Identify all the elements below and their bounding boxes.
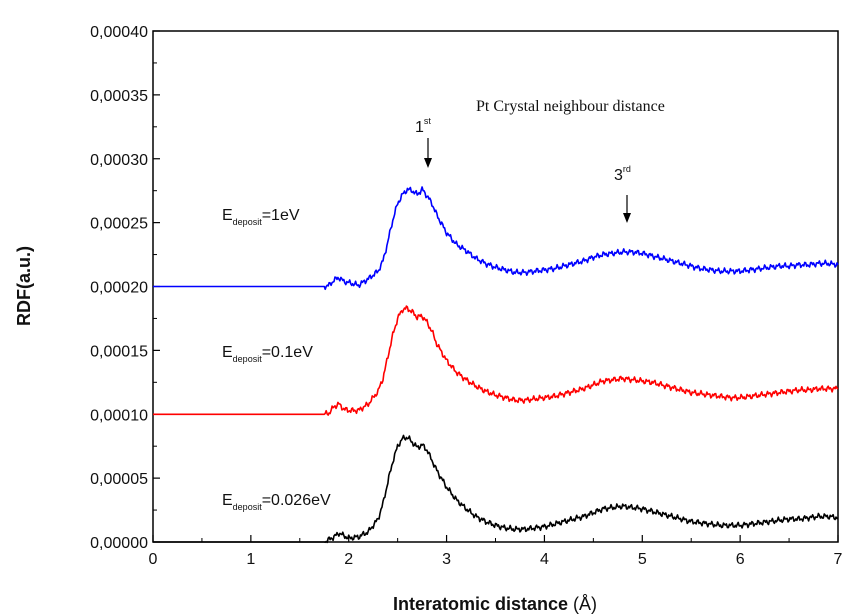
y-tick-label: 0,00015 <box>90 343 148 360</box>
y-tick-label: 0,00040 <box>90 24 148 41</box>
series-label-01ev-value: =0.1eV <box>262 344 313 361</box>
y-axis-title: RDF(a.u.) <box>14 246 34 326</box>
series-line-1 <box>153 305 839 416</box>
series-label-1ev: Edeposit=1eV <box>222 207 300 227</box>
third-neighbour-main: 3 <box>614 167 623 184</box>
x-tick-label: 0 <box>149 551 158 568</box>
third-neighbour-label: 3rd <box>614 164 631 184</box>
x-axis: 0 1 2 3 4 5 6 7 <box>149 535 843 568</box>
series-label-01ev-main: E <box>222 344 233 361</box>
y-axis: 0,00000 0,00005 0,00010 0,00015 0,00020 0,000… <box>90 24 160 552</box>
x-axis-title-unit: (Å) <box>573 594 597 614</box>
y-tick-label: 0,00000 <box>90 535 148 552</box>
third-neighbour-sup: rd <box>623 164 631 174</box>
series-lines <box>153 186 839 544</box>
series-label-0026ev-value: =0.026eV <box>262 492 331 509</box>
series-line-0 <box>153 186 839 291</box>
first-neighbour-sup: st <box>424 116 432 126</box>
series-label-01ev-sub: deposit <box>233 354 263 364</box>
first-neighbour-main: 1 <box>415 119 424 136</box>
y-tick-label: 0,00020 <box>90 280 148 297</box>
series-labels: Edeposit=1eV Edeposit=0.1eV Edeposit=0.0… <box>222 207 331 512</box>
first-neighbour-arrow-head <box>424 158 432 168</box>
y-tick-label: 0,00030 <box>90 152 148 169</box>
third-neighbour-arrow-head <box>623 213 631 223</box>
x-tick-label: 4 <box>540 551 549 568</box>
series-label-1ev-main: E <box>222 207 233 224</box>
y-tick-label: 0,00010 <box>90 407 148 424</box>
series-label-1ev-sub: deposit <box>233 217 263 227</box>
series-label-1ev-value: =1eV <box>262 207 300 224</box>
series-line-2 <box>153 434 839 544</box>
first-neighbour-label: 1st <box>415 116 431 136</box>
y-tick-label: 0,00035 <box>90 88 148 105</box>
x-tick-label: 3 <box>442 551 451 568</box>
x-tick-label: 2 <box>344 551 353 568</box>
x-tick-label: 6 <box>736 551 745 568</box>
y-tick-label: 0,00005 <box>90 471 148 488</box>
series-label-0026ev-sub: deposit <box>233 502 263 512</box>
y-tick-label: 0,00025 <box>90 216 148 233</box>
x-axis-title: Interatomic distance (Å) <box>393 594 597 614</box>
x-tick-label: 1 <box>246 551 255 568</box>
x-axis-title-text: Interatomic distance <box>393 594 568 614</box>
series-label-0026ev-main: E <box>222 492 233 509</box>
title-annotation: Pt Crystal neighbour distance <box>476 98 665 115</box>
series-label-01ev: Edeposit=0.1eV <box>222 344 313 364</box>
annotations: Pt Crystal neighbour distance 1st 3rd <box>415 98 665 223</box>
series-label-0026ev: Edeposit=0.026eV <box>222 492 331 512</box>
x-tick-label: 7 <box>834 551 843 568</box>
x-tick-label: 5 <box>638 551 647 568</box>
